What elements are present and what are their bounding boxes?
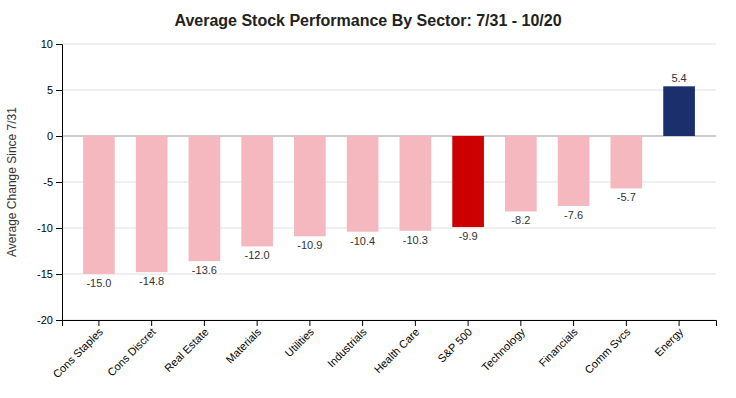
x-tick-mark — [309, 320, 310, 326]
x-tick-label: Comm Svcs — [582, 325, 633, 376]
x-tick-mark — [98, 320, 99, 326]
y-tick-mark — [56, 136, 62, 137]
bar — [611, 136, 643, 188]
y-tick: 5 — [47, 84, 62, 96]
x-tick-label: Cons Discret — [105, 326, 158, 379]
x-tick-label: Real Estate — [162, 326, 211, 375]
x-tick: Cons Staples — [50, 320, 105, 380]
x-tick-mark — [151, 320, 152, 326]
bar — [663, 86, 695, 136]
plot: -20 -15 -10 -5 0 5 10 Cons StaplesCons DiscretR… — [37, 38, 716, 380]
data-labels: -15.0 -14.8 -13.6 -12.0 -10.9 -10.4 -10.3 -9.9 -… — [86, 72, 686, 289]
y-tick-label: 0 — [47, 130, 53, 142]
data-label: -8.2 — [511, 214, 530, 226]
data-label: -7.6 — [564, 209, 583, 221]
grid-line — [62, 44, 716, 45]
x-tick: Real Estate — [162, 320, 211, 374]
bar — [505, 136, 537, 211]
title: Average Stock Performance By Sector: 7/3… — [174, 12, 561, 29]
x-tick-mark — [204, 320, 205, 326]
data-label: -15.0 — [86, 277, 111, 289]
y-tick-label: -20 — [37, 314, 53, 326]
x-tick-label: Health Care — [372, 326, 422, 376]
y-tick-mark — [56, 228, 62, 229]
x-tick: Cons Discret — [105, 320, 158, 379]
x-tick: Industrials — [325, 320, 369, 369]
y-tick-label: -15 — [37, 268, 53, 280]
x-tick: Technology — [479, 320, 527, 373]
x-tick-label: S&P 500 — [435, 326, 474, 365]
y-tick-label: 5 — [47, 84, 53, 96]
bar — [400, 136, 432, 231]
x-axis-line — [63, 321, 717, 327]
data-label: -10.4 — [350, 235, 375, 247]
y-tick: 10 — [41, 38, 62, 50]
grid — [62, 44, 716, 320]
bar — [189, 136, 221, 261]
x-axis: Cons StaplesCons DiscretReal Estate Mater… — [50, 320, 716, 380]
y-axis-line — [56, 45, 63, 321]
bar — [294, 136, 326, 236]
x-tick-mark — [626, 320, 627, 326]
x-tick: Health Care — [372, 320, 422, 376]
y-tick: -5 — [43, 176, 62, 188]
x-tick-label: Energy — [652, 325, 685, 358]
y-tick-mark — [56, 320, 62, 321]
x-tick: Comm Svcs — [582, 320, 633, 376]
data-label: -10.3 — [403, 234, 428, 246]
x-tick-mark — [257, 320, 258, 326]
y-tick-label: -10 — [37, 222, 53, 234]
y-tick-mark — [56, 44, 62, 45]
x-tick-mark — [679, 320, 680, 326]
data-label: 5.4 — [671, 72, 686, 84]
x-tick-label: Utilities — [283, 325, 317, 359]
x-tick-mark — [520, 320, 521, 326]
y-axis-title: Average Change Since 7/31 — [5, 107, 19, 257]
y-tick-label: -5 — [43, 176, 53, 188]
data-label: -10.9 — [297, 239, 322, 251]
data-label: -5.7 — [617, 191, 636, 203]
y-tick-label: 10 — [41, 38, 53, 50]
data-label: -9.9 — [459, 230, 478, 242]
y-axis: -20 -15 -10 -5 0 5 10 — [37, 38, 62, 326]
bar — [347, 136, 379, 232]
data-label: -14.8 — [139, 275, 164, 287]
y-tick-mark — [56, 90, 62, 91]
chart: Average Stock Performance By Sector: 7/3… — [0, 0, 736, 398]
x-tick-mark — [362, 320, 363, 326]
x-tick-label: Industrials — [325, 325, 369, 369]
y-tick-mark — [56, 274, 62, 275]
x-tick: Energy — [652, 320, 685, 359]
bar — [241, 136, 273, 246]
x-tick-label: Technology — [479, 325, 527, 373]
y-tick-mark — [56, 182, 62, 183]
x-tick: S&P 500 — [435, 320, 474, 365]
bar — [452, 136, 484, 227]
bar — [83, 136, 115, 274]
bar — [136, 136, 168, 272]
y-tick: -20 — [37, 314, 62, 326]
data-label: -13.6 — [192, 264, 217, 276]
x-tick: Utilities — [283, 320, 317, 359]
x-tick-label: Materials — [223, 325, 263, 365]
x-tick-mark — [415, 320, 416, 326]
x-tick-mark — [468, 320, 469, 326]
x-tick-label: Financials — [536, 325, 580, 369]
x-tick-label: Cons Staples — [50, 325, 105, 380]
x-tick-mark — [573, 320, 574, 326]
x-tick: Financials — [536, 320, 580, 369]
grid-line — [62, 90, 716, 91]
y-tick: -15 — [37, 268, 62, 280]
y-tick: 0 — [47, 130, 62, 142]
y-tick: -10 — [37, 222, 62, 234]
bar — [558, 136, 590, 206]
data-label: -12.0 — [245, 249, 270, 261]
x-tick: Materials — [223, 320, 263, 366]
bars — [83, 86, 695, 274]
